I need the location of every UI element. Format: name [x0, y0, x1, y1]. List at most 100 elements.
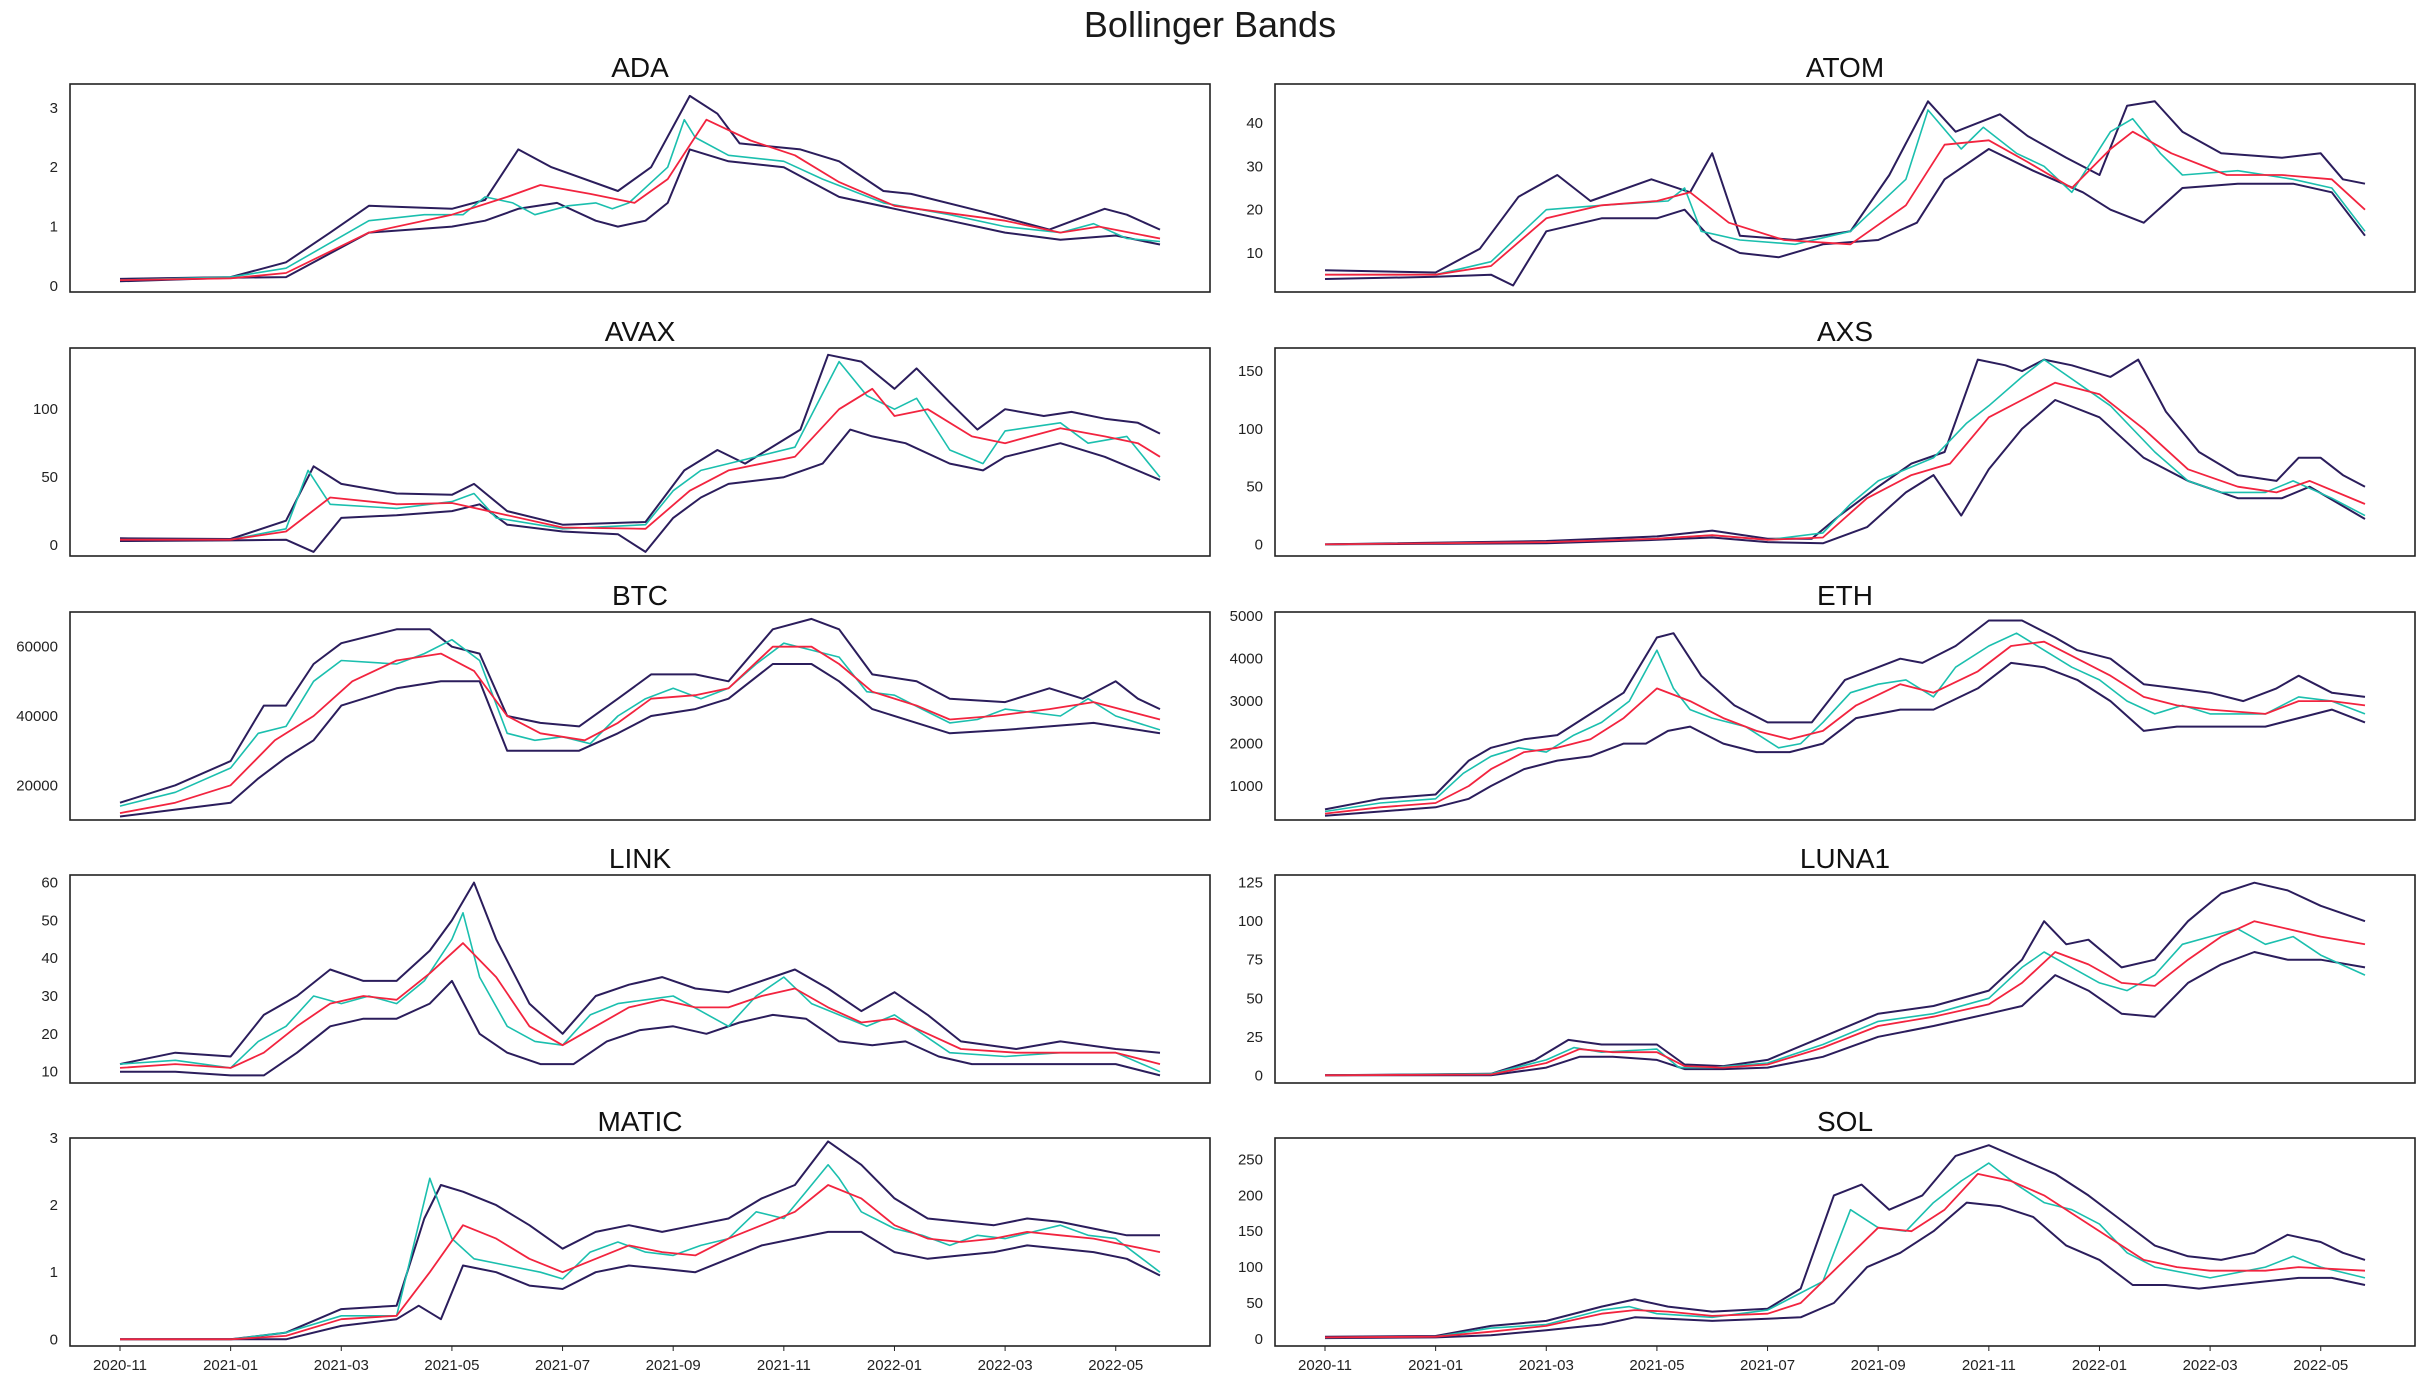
x-tick-label: 2021-07 [1740, 1357, 1795, 1374]
plot-svg: 0 1 2 3 2020-11 2021-01 2021-03 2021-05 2021-07 2… [50, 1130, 1211, 1374]
upper-band-line [119, 353, 1161, 540]
plot-svg: 0 50 100 150 200 250 2020-11 2021-01 2021-03 2021… [1238, 1137, 2416, 1374]
price-line [120, 1163, 1161, 1341]
panel-matic: MATIC 0 1 2 3 2020-11 2021-01 2021-03 2021-05 202… [50, 1106, 1211, 1374]
plot-svg: 10 20 30 40 [1246, 83, 2416, 293]
series-group [1324, 358, 2366, 546]
sma-line [1325, 130, 2366, 276]
y-tick-label: 60000 [16, 639, 58, 656]
axes-frame [1274, 1137, 2416, 1347]
axes-frame [69, 347, 1211, 557]
x-tick-label: 2021-11 [757, 1357, 811, 1374]
panel-avax: AVAX 0 50 100 [33, 316, 1211, 557]
price-line [1324, 632, 2366, 813]
upper-band-line [1324, 881, 2366, 1077]
lower-band-line [119, 148, 1161, 283]
price-line [1325, 109, 2366, 276]
y-tick-label: 100 [1238, 421, 1263, 438]
sma-line [1324, 1173, 2366, 1339]
y-tick-label: 200 [1238, 1187, 1263, 1204]
x-tick-label: 2021-05 [424, 1357, 479, 1374]
upper-band-line [120, 1140, 1160, 1341]
x-tick-label: 2020-11 [93, 1357, 147, 1374]
panel-title: AXS [1816, 316, 1874, 347]
sma-line [1324, 640, 2366, 815]
figure-title: Bollinger Bands [1083, 4, 1337, 45]
upper-band-line [119, 881, 1161, 1066]
panel-atom: ATOM 10 20 30 40 [1246, 52, 2416, 293]
y-tick-label: 125 [1238, 875, 1263, 892]
panel-title: ADA [611, 52, 669, 83]
y-tick-label: 0 [50, 1331, 58, 1348]
lower-band-line [119, 663, 1161, 818]
y-tick-label: 3 [50, 1130, 58, 1147]
panel-eth: ETH 1000 2000 3000 4000 5000 [1230, 580, 2416, 821]
panel-title: LUNA1 [1799, 843, 1891, 874]
series-group [119, 353, 1161, 553]
y-tick-label: 25 [1246, 1029, 1263, 1046]
axes-frame [1274, 611, 2416, 821]
y-tick-label: 0 [1255, 1331, 1263, 1348]
panel-title: BTC [612, 580, 668, 611]
price-line [1324, 928, 2366, 1077]
panel-sol: SOL 0 50 100 150 200 250 2020-11 2021-01 2021-03 2… [1238, 1106, 2416, 1374]
plot-svg: 0 50 100 150 [1238, 347, 2416, 557]
y-tick-label: 50 [1246, 479, 1263, 496]
panel-axs: AXS 0 50 100 150 [1238, 316, 2416, 557]
y-tick-label: 1 [50, 1264, 58, 1281]
series-group [119, 617, 1161, 818]
series-group [120, 1140, 1161, 1341]
sma-line [119, 942, 1161, 1069]
y-tick-label: 100 [1238, 1259, 1263, 1276]
upper-band-line [119, 617, 1161, 804]
x-tick-label: 2022-03 [978, 1357, 1033, 1374]
y-tick-label: 10 [41, 1064, 58, 1081]
panel-title: MATIC [597, 1106, 683, 1137]
y-tick-label: 3 [50, 100, 58, 117]
y-tick-label: 2 [50, 159, 58, 176]
upper-band-line [119, 94, 1161, 280]
y-tick-label: 0 [50, 278, 58, 295]
x-tick-label: 2021-09 [646, 1357, 701, 1374]
sma-line [1324, 381, 2366, 546]
y-tick-label: 0 [1255, 536, 1263, 553]
y-tick-label: 250 [1238, 1152, 1263, 1169]
panel-title: SOL [1816, 1106, 1874, 1137]
lower-band-line [1324, 399, 2366, 546]
sma-line [119, 645, 1161, 814]
price-line [119, 638, 1161, 807]
series-group [1324, 619, 2366, 817]
y-tick-label: 100 [33, 401, 58, 418]
y-tick-label: 40000 [16, 708, 58, 725]
lower-band-line [119, 428, 1161, 553]
y-tick-label: 0 [50, 537, 58, 554]
x-tick-label: 2022-01 [2072, 1357, 2127, 1374]
x-tick-label: 2021-11 [1962, 1357, 2016, 1374]
x-tick-label: 2021-03 [1519, 1357, 1574, 1374]
axes-frame [1274, 874, 2416, 1084]
lower-band-line [120, 979, 1161, 1077]
y-tick-label: 3000 [1230, 693, 1263, 710]
x-tick-label: 2021-09 [1851, 1357, 1906, 1374]
lower-band-line [1325, 951, 2366, 1077]
y-tick-label: 4000 [1230, 651, 1263, 668]
panel-link: LINK 10 20 30 40 50 60 [41, 843, 1211, 1084]
y-tick-label: 50 [1246, 990, 1263, 1007]
lower-band-line [1324, 148, 2366, 287]
panel-luna1: LUNA1 0 25 50 75 100 125 [1238, 843, 2416, 1084]
plot-svg: 0 1 2 3 [50, 83, 1211, 295]
plot-svg: 20000 40000 60000 [16, 611, 1211, 821]
panel-title: ETH [1817, 580, 1873, 611]
series-group [1324, 881, 2366, 1077]
sma-line [119, 118, 1161, 281]
sma-line [1324, 920, 2366, 1077]
y-tick-label: 50 [41, 469, 58, 486]
x-tick-label: 2021-05 [1629, 1357, 1684, 1374]
y-tick-label: 10 [1246, 245, 1263, 262]
y-tick-label: 1 [50, 219, 58, 236]
y-tick-label: 50 [41, 912, 58, 929]
upper-band-line [1324, 100, 2366, 274]
panel-btc: BTC 20000 40000 60000 [16, 580, 1211, 821]
axes-frame [69, 874, 1211, 1084]
axes-frame [69, 1137, 1211, 1347]
